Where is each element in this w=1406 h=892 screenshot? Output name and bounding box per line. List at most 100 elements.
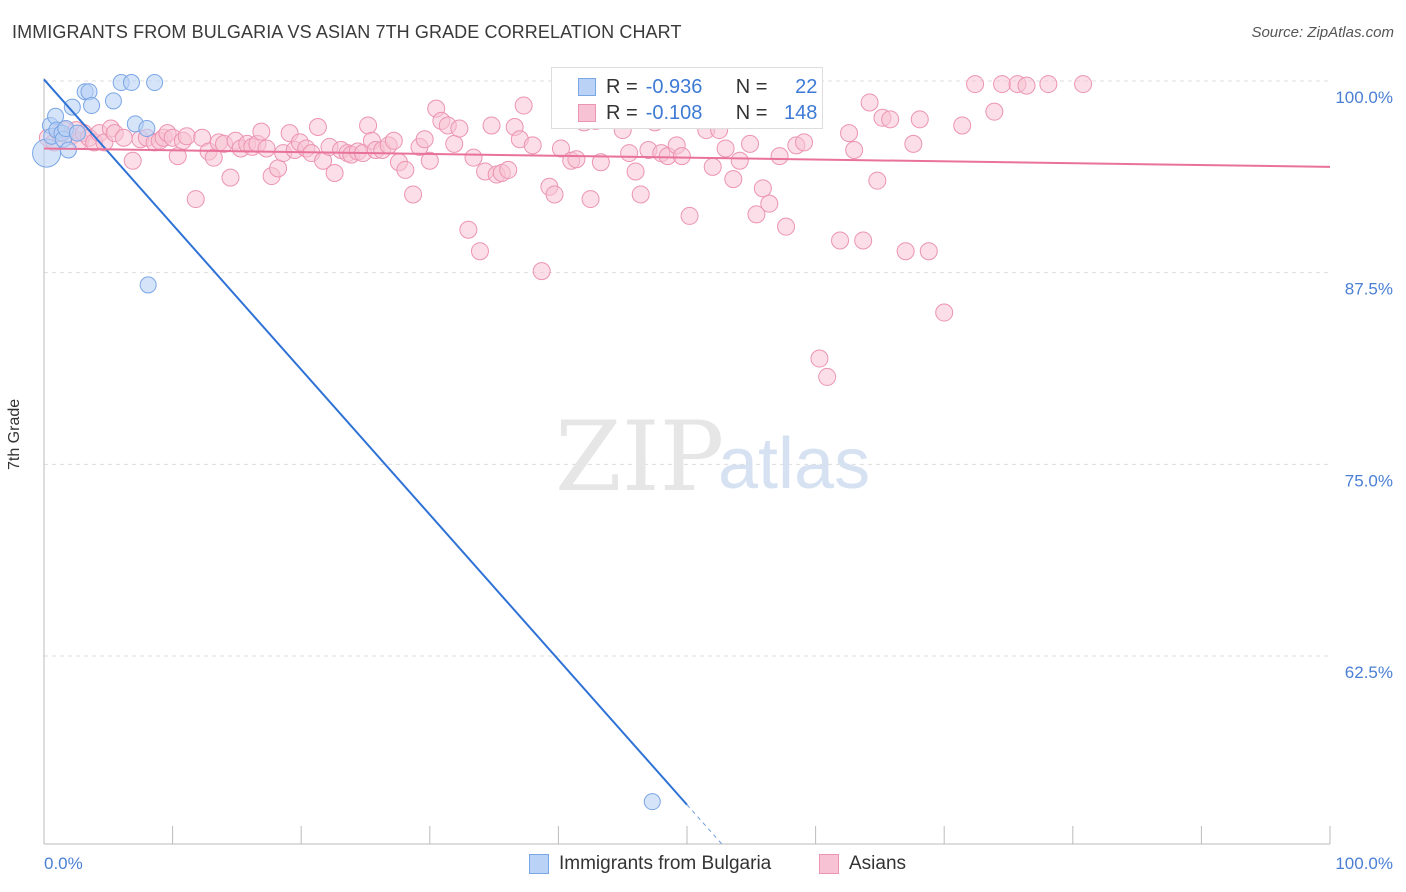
asians-point bbox=[252, 122, 271, 141]
asians-point bbox=[760, 194, 779, 213]
asians-point bbox=[626, 162, 645, 181]
asians-point bbox=[567, 150, 586, 169]
bulgaria-point bbox=[59, 141, 77, 159]
asians-point bbox=[499, 160, 518, 179]
bulgaria-trend-extension bbox=[686, 804, 724, 846]
asians-point bbox=[919, 242, 938, 261]
bulgaria-point bbox=[63, 98, 81, 116]
legend-n-value: 22 bbox=[795, 75, 818, 98]
correlation-legend: R = -0.936 N = 22 R = -0.108 N = 148 bbox=[551, 67, 823, 129]
asians-point bbox=[396, 160, 415, 179]
asians-swatch bbox=[578, 104, 596, 122]
gridlines bbox=[44, 80, 1330, 657]
legend-n-value: 148 bbox=[784, 101, 818, 124]
legend-r-label: R = bbox=[606, 101, 638, 124]
asians-point bbox=[716, 139, 735, 158]
asians-point bbox=[384, 131, 403, 150]
bulgaria-point bbox=[83, 97, 101, 115]
asians-point bbox=[724, 170, 743, 189]
bulgaria-point bbox=[643, 793, 661, 811]
asians-points bbox=[38, 75, 1093, 386]
asians-point bbox=[1017, 76, 1036, 95]
bulgaria-point bbox=[138, 120, 156, 138]
legend-r-value: -0.108 bbox=[645, 101, 703, 124]
asians-point bbox=[777, 217, 796, 236]
bulgaria-points bbox=[32, 74, 661, 811]
bulgaria-legend-swatch bbox=[529, 854, 549, 874]
legend-n-label: N = bbox=[735, 75, 768, 98]
asians-point bbox=[359, 116, 378, 135]
y-tick-label: 62.5% bbox=[1345, 663, 1393, 682]
asians-point bbox=[482, 116, 501, 135]
legend-row-asians: R = -0.108 N = 148 bbox=[552, 100, 817, 126]
asians-point bbox=[1039, 75, 1058, 94]
asians-point bbox=[459, 220, 478, 239]
asians-point bbox=[631, 185, 650, 204]
asians-point bbox=[795, 133, 814, 152]
asians-point bbox=[753, 179, 772, 198]
asians-point bbox=[186, 190, 205, 209]
asians-point bbox=[591, 153, 610, 172]
asians-point bbox=[545, 185, 564, 204]
asians-legend-swatch bbox=[819, 854, 839, 874]
x-tick-label-max: 100.0% bbox=[1335, 854, 1393, 873]
asians-point bbox=[993, 75, 1012, 94]
chart-title: IMMIGRANTS FROM BULGARIA VS ASIAN 7TH GR… bbox=[12, 22, 682, 42]
bulgaria-point bbox=[68, 124, 86, 142]
asians-point bbox=[935, 303, 954, 322]
y-tick-labels: 100.0% 87.5% 75.0% 62.5% bbox=[1335, 88, 1393, 682]
asians-point bbox=[904, 134, 923, 153]
asians-trend-line bbox=[43, 147, 1331, 168]
asians-point bbox=[831, 231, 850, 250]
asians-point bbox=[177, 127, 196, 146]
asians-point bbox=[551, 139, 570, 158]
source-label: Source: ZipAtlas.com bbox=[1251, 24, 1394, 41]
legend-row-bulgaria: R = -0.936 N = 22 bbox=[552, 74, 817, 100]
asians-point bbox=[404, 185, 423, 204]
asians-point bbox=[896, 242, 915, 261]
watermark-atlas: atlas bbox=[718, 424, 870, 504]
asians-point bbox=[532, 262, 551, 281]
asians-point bbox=[269, 159, 288, 178]
bulgaria-point bbox=[104, 92, 122, 110]
x-tick-label-min: 0.0% bbox=[44, 854, 83, 873]
asians-point bbox=[747, 205, 766, 224]
asians-point bbox=[770, 147, 789, 166]
asians-point bbox=[845, 141, 864, 159]
asians-point bbox=[854, 231, 873, 250]
y-tick-label: 100.0% bbox=[1335, 88, 1393, 107]
legend-r-value: -0.936 bbox=[645, 75, 703, 98]
bulgaria-point bbox=[139, 276, 157, 294]
asians-point bbox=[123, 151, 142, 170]
asians-point bbox=[325, 164, 344, 182]
asians-point bbox=[464, 148, 483, 167]
bulgaria-trend-line bbox=[43, 78, 688, 806]
asians-point bbox=[730, 151, 749, 170]
y-tick-label: 75.0% bbox=[1345, 471, 1393, 490]
asians-point bbox=[840, 124, 859, 143]
legend-n-label: N = bbox=[735, 101, 768, 124]
asians-point bbox=[470, 242, 489, 261]
asians-point bbox=[810, 349, 829, 368]
asians-point bbox=[1074, 75, 1093, 94]
asians-point bbox=[257, 139, 276, 158]
asians-point bbox=[308, 118, 327, 136]
axes bbox=[43, 78, 1331, 845]
watermark-zip: ZIP bbox=[555, 401, 724, 513]
asians-point bbox=[818, 367, 837, 386]
asians-point bbox=[966, 75, 985, 94]
asians-point bbox=[221, 168, 240, 187]
bulgaria-point bbox=[146, 74, 164, 92]
asians-point bbox=[420, 151, 439, 170]
y-tick-label: 87.5% bbox=[1345, 280, 1393, 299]
asians-point bbox=[514, 96, 533, 115]
asians-point bbox=[703, 157, 722, 176]
asians-point bbox=[581, 190, 600, 209]
asians-point bbox=[620, 144, 639, 163]
bulgaria-legend-label: Immigrants from Bulgaria bbox=[559, 853, 772, 874]
asians-point bbox=[445, 134, 464, 153]
asians-point bbox=[910, 110, 929, 129]
bulgaria-point bbox=[80, 83, 98, 101]
bulgaria-point bbox=[122, 74, 140, 92]
